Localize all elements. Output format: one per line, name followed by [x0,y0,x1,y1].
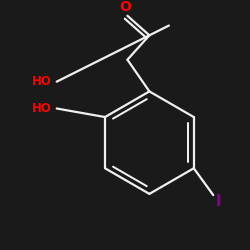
Text: I: I [215,194,221,209]
Text: HO: HO [32,75,52,88]
Text: O: O [119,0,131,14]
Text: HO: HO [32,102,52,115]
